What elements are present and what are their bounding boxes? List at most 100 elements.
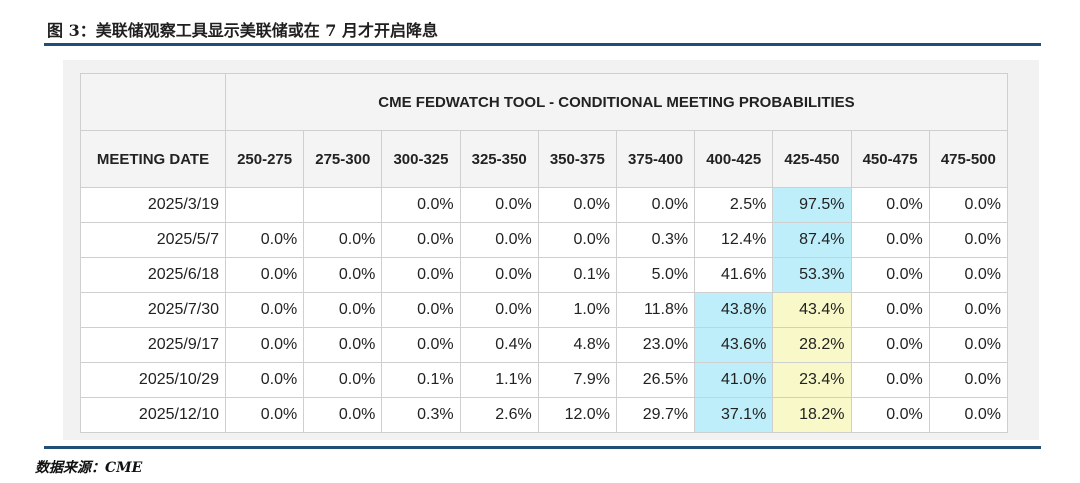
probability-cell: 12.0%: [537, 397, 617, 433]
probability-cell: 37.1%: [694, 397, 774, 433]
probability-cell: 0.0%: [850, 327, 930, 363]
probability-cell: 0.0%: [537, 222, 617, 258]
table-caption: CME FEDWATCH TOOL - CONDITIONAL MEETING …: [225, 73, 1008, 131]
probability-cell: 5.0%: [615, 257, 696, 293]
table-row: 2025/3/19 0.0% 0.0% 0.0% 0.0% 2.5% 97.5% 0.0% 0.…: [80, 187, 1009, 223]
probability-cell: 0.0%: [303, 327, 383, 363]
source-note: 数据来源：CME: [35, 460, 143, 476]
probability-cell: 0.0%: [224, 362, 305, 398]
probability-cell: 0.0%: [303, 222, 383, 258]
header-meeting-date: MEETING DATE: [80, 130, 226, 188]
probability-cell: 0.0%: [850, 222, 930, 258]
probability-cell: 23.0%: [615, 327, 696, 363]
probability-cell: 0.4%: [459, 327, 539, 363]
table-row: 2025/6/18 0.0% 0.0% 0.0% 0.0% 0.1% 5.0% 41.6% 53…: [80, 257, 1009, 293]
probability-cell: 43.4%: [772, 292, 852, 328]
probability-cell: 0.0%: [850, 257, 930, 293]
probability-cell: 0.0%: [459, 292, 539, 328]
top-rule: [44, 43, 1041, 46]
figure-title: 图 3：美联储观察工具显示美联储或在 7 月才开启降息: [47, 21, 438, 40]
probability-cell: 26.5%: [615, 362, 696, 398]
probability-cell: 23.4%: [772, 362, 852, 398]
probability-cell: 43.8%: [694, 292, 774, 328]
probability-cell: 0.0%: [303, 292, 383, 328]
probability-cell: 43.6%: [694, 327, 774, 363]
probability-cell: 1.0%: [537, 292, 617, 328]
table-row: 2025/7/30 0.0% 0.0% 0.0% 0.0% 1.0% 11.8% 43.8% 4…: [80, 292, 1009, 328]
probability-cell: 41.0%: [694, 362, 774, 398]
probability-cell: 0.0%: [850, 292, 930, 328]
meeting-date-cell: 2025/12/10: [80, 397, 226, 433]
probability-cell: 0.0%: [381, 257, 461, 293]
probability-cell: 7.9%: [537, 362, 617, 398]
header-range: 475-500: [928, 130, 1009, 188]
caption-row: CME FEDWATCH TOOL - CONDITIONAL MEETING …: [80, 73, 1008, 131]
probability-cell: 0.0%: [303, 397, 383, 433]
meeting-date-cell: 2025/9/17: [80, 327, 226, 363]
meeting-date-cell: 2025/7/30: [80, 292, 226, 328]
header-range: 375-400: [615, 130, 696, 188]
probability-cell: 0.0%: [928, 397, 1009, 433]
probability-cell: 29.7%: [615, 397, 696, 433]
table-row: 2025/12/10 0.0% 0.0% 0.3% 2.6% 12.0% 29.7% 37.1…: [80, 397, 1009, 433]
probability-cell: 0.0%: [303, 257, 383, 293]
corner-cell: [80, 73, 226, 131]
probability-cell: 0.0%: [928, 257, 1009, 293]
probability-cell: 0.0%: [928, 327, 1009, 363]
header-range: 425-450: [772, 130, 852, 188]
probability-cell: 0.0%: [224, 397, 305, 433]
probability-cell: 2.6%: [459, 397, 539, 433]
fedwatch-table: CME FEDWATCH TOOL - CONDITIONAL MEETING …: [80, 73, 1009, 433]
meeting-date-cell: 2025/5/7: [80, 222, 226, 258]
probability-cell: [224, 187, 305, 223]
probability-cell: 0.0%: [381, 327, 461, 363]
table-row: 2025/9/17 0.0% 0.0% 0.0% 0.4% 4.8% 23.0% 43.6% 2…: [80, 327, 1009, 363]
probability-cell: 4.8%: [537, 327, 617, 363]
probability-cell: 28.2%: [772, 327, 852, 363]
probability-cell: 0.3%: [381, 397, 461, 433]
probability-cell: 0.3%: [615, 222, 696, 258]
probability-cell: 0.0%: [303, 362, 383, 398]
probability-cell: 0.0%: [459, 187, 539, 223]
probability-cell: 18.2%: [772, 397, 852, 433]
header-range: 275-300: [303, 130, 383, 188]
header-range: 250-275: [224, 130, 305, 188]
probability-cell: 0.0%: [381, 222, 461, 258]
probability-cell: 0.0%: [928, 187, 1009, 223]
header-range: 325-350: [459, 130, 539, 188]
probability-cell: 0.0%: [537, 187, 617, 223]
bottom-rule: [44, 446, 1041, 449]
meeting-date-cell: 2025/3/19: [80, 187, 226, 223]
probability-cell: 0.0%: [615, 187, 696, 223]
probability-cell: 0.0%: [850, 397, 930, 433]
probability-cell: 0.0%: [459, 222, 539, 258]
probability-cell: 1.1%: [459, 362, 539, 398]
probability-cell: 0.1%: [537, 257, 617, 293]
meeting-date-cell: 2025/6/18: [80, 257, 226, 293]
meeting-date-cell: 2025/10/29: [80, 362, 226, 398]
probability-cell: 0.0%: [224, 292, 305, 328]
probability-cell: 0.0%: [928, 292, 1009, 328]
probability-cell: 97.5%: [772, 187, 852, 223]
probability-cell: 41.6%: [694, 257, 774, 293]
probability-cell: 0.0%: [224, 222, 305, 258]
probability-cell: 0.0%: [850, 362, 930, 398]
probability-cell: 53.3%: [772, 257, 852, 293]
header-range: 350-375: [537, 130, 617, 188]
probability-cell: 0.0%: [381, 187, 461, 223]
table-body: 2025/3/19 0.0% 0.0% 0.0% 0.0% 2.5% 97.5% 0.0% 0.…: [80, 187, 1009, 433]
probability-cell: 0.0%: [928, 222, 1009, 258]
header-range: 300-325: [381, 130, 461, 188]
probability-cell: 12.4%: [694, 222, 774, 258]
header-range: 400-425: [694, 130, 774, 188]
probability-cell: 11.8%: [615, 292, 696, 328]
probability-cell: 0.0%: [459, 257, 539, 293]
probability-cell: 0.1%: [381, 362, 461, 398]
probability-cell: 87.4%: [772, 222, 852, 258]
probability-cell: 0.0%: [381, 292, 461, 328]
probability-cell: [303, 187, 383, 223]
probability-cell: 0.0%: [928, 362, 1009, 398]
table-row: 2025/10/29 0.0% 0.0% 0.1% 1.1% 7.9% 26.5% 41.0%…: [80, 362, 1009, 398]
header-row: MEETING DATE 250-275 275-300 300-325 325-350…: [80, 130, 1009, 188]
header-range: 450-475: [850, 130, 930, 188]
